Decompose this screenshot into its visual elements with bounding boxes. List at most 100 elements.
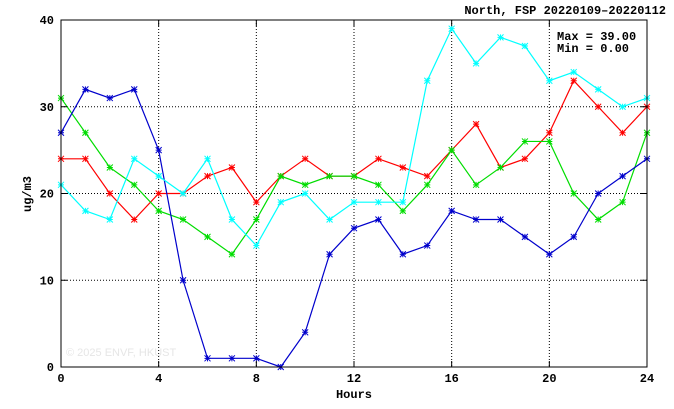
data-point	[82, 155, 89, 163]
x-tick-label: 12	[347, 372, 361, 386]
data-point	[301, 181, 309, 189]
data-point	[472, 181, 480, 189]
data-point	[399, 164, 407, 171]
y-tick-label: 40	[40, 14, 54, 28]
data-point	[277, 172, 285, 180]
data-point	[594, 190, 602, 197]
data-point	[252, 354, 260, 362]
data-point	[350, 224, 358, 232]
y-axis-label: ug/m3	[21, 176, 35, 212]
watermark-text: © 2025 ENVF, HKUST	[66, 347, 176, 359]
data-point	[594, 216, 602, 223]
y-tick-label: 30	[40, 101, 54, 115]
data-point	[545, 129, 553, 137]
data-point	[155, 146, 163, 154]
y-tick-label: 0	[47, 361, 54, 375]
data-point	[545, 138, 553, 145]
data-point	[375, 216, 382, 223]
data-point	[399, 198, 407, 206]
data-point	[594, 86, 602, 93]
data-point	[301, 328, 309, 336]
data-point	[82, 129, 89, 137]
data-point	[204, 233, 211, 241]
data-point	[423, 181, 431, 189]
x-tick-label: 4	[155, 372, 162, 386]
data-point	[130, 216, 138, 223]
data-point	[423, 77, 431, 85]
data-point	[619, 172, 626, 180]
data-point	[204, 155, 211, 163]
data-point	[497, 216, 504, 223]
data-point	[106, 190, 114, 197]
data-point	[326, 216, 333, 223]
data-point	[252, 198, 260, 206]
data-point	[448, 25, 456, 33]
data-point	[179, 276, 187, 284]
data-point	[472, 216, 480, 223]
data-point	[423, 172, 431, 180]
data-point	[130, 155, 138, 163]
data-point	[521, 155, 529, 163]
data-point	[130, 181, 138, 189]
data-point	[399, 207, 407, 215]
data-point	[155, 207, 163, 215]
data-point	[521, 42, 529, 50]
data-point	[545, 250, 553, 258]
data-point	[252, 216, 260, 223]
data-point	[228, 250, 236, 258]
chart-title: North, FSP 20220109–20220112	[464, 4, 666, 18]
data-point	[619, 103, 626, 111]
data-point	[375, 181, 382, 189]
data-point	[204, 172, 211, 180]
data-point	[472, 120, 480, 128]
data-point	[594, 103, 602, 111]
data-point	[106, 94, 114, 102]
data-point	[570, 77, 578, 85]
data-point	[375, 198, 382, 206]
y-tick-label: 20	[40, 188, 54, 202]
data-point	[301, 190, 309, 197]
data-point	[570, 190, 578, 197]
data-point	[82, 86, 89, 93]
x-tick-label: 16	[444, 372, 458, 386]
x-tick-label: 20	[542, 372, 556, 386]
data-point	[448, 146, 456, 154]
min-value-label: Min = 0.00	[557, 42, 629, 56]
data-point	[228, 216, 236, 223]
data-point	[350, 198, 358, 206]
data-point	[423, 242, 431, 249]
x-axis-label: Hours	[336, 388, 372, 402]
data-point	[545, 77, 553, 85]
data-point	[155, 172, 163, 180]
data-point	[204, 354, 211, 362]
x-tick-label: 24	[640, 372, 654, 386]
max-value-label: Max = 39.00	[557, 30, 636, 44]
data-point	[252, 242, 260, 249]
data-point	[619, 198, 626, 206]
data-point	[106, 164, 114, 171]
data-point	[619, 129, 626, 137]
data-point	[179, 190, 187, 197]
data-point	[448, 207, 456, 215]
data-point	[570, 233, 578, 241]
data-point	[155, 190, 163, 197]
data-point	[375, 155, 382, 163]
data-point	[82, 207, 89, 215]
x-tick-label: 8	[253, 372, 260, 386]
data-point	[570, 68, 578, 76]
data-point	[326, 172, 333, 180]
y-tick-label: 10	[40, 274, 54, 288]
data-point	[521, 233, 529, 241]
data-point	[106, 216, 114, 223]
data-point	[326, 250, 333, 258]
grid-lines	[61, 20, 647, 367]
data-point	[497, 164, 504, 171]
data-point	[521, 138, 529, 145]
data-point	[277, 198, 285, 206]
data-point	[130, 86, 138, 93]
x-tick-label: 0	[57, 372, 64, 386]
data-point	[399, 250, 407, 258]
data-point	[350, 172, 358, 180]
data-point	[228, 354, 236, 362]
